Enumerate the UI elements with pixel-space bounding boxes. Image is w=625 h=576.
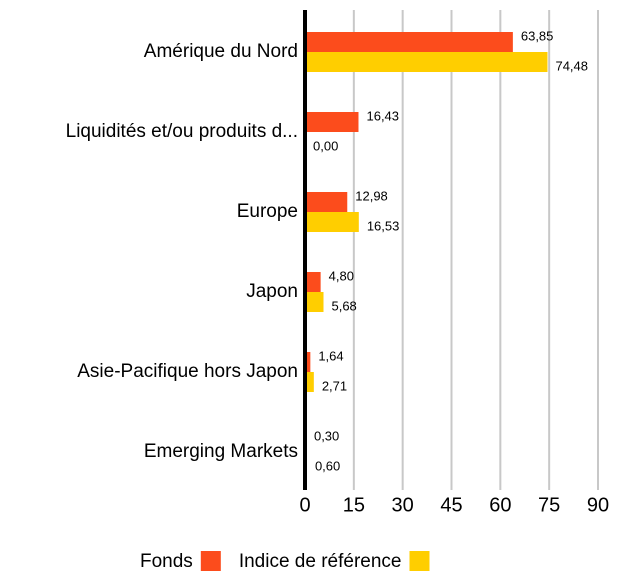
x-tick-label: 30: [392, 494, 414, 516]
value-label: 16,53: [367, 218, 400, 233]
value-label: 1,64: [318, 348, 343, 363]
value-label: 63,85: [521, 28, 554, 43]
x-tick-label: 45: [440, 494, 462, 516]
bar: [305, 32, 513, 52]
x-tick-label: 0: [299, 494, 310, 516]
category-label: Amérique du Nord: [144, 41, 298, 62]
value-label: 12,98: [355, 188, 388, 203]
bar: [305, 192, 348, 212]
bar: [305, 292, 324, 312]
bar: [305, 352, 311, 372]
value-label: 74,48: [555, 58, 588, 73]
value-label: 5,68: [331, 298, 356, 313]
value-label: 0,60: [315, 458, 340, 473]
category-label: Japon: [246, 281, 298, 302]
category-label: Liquidités et/ou produits d...: [66, 121, 298, 142]
value-label: 2,71: [322, 378, 347, 393]
category-label: Emerging Markets: [144, 441, 298, 462]
x-tick-label: 60: [489, 494, 511, 516]
value-label: 4,80: [329, 268, 354, 283]
x-tick-label: 75: [538, 494, 560, 516]
bar: [305, 272, 321, 292]
category-label: Europe: [237, 201, 298, 222]
x-tick-label: 15: [343, 494, 365, 516]
legend-label: Indice de référence: [239, 551, 402, 572]
value-label: 0,30: [314, 428, 339, 443]
value-label: 0,00: [313, 138, 338, 153]
bar: [305, 52, 548, 72]
legend-swatch: [200, 551, 221, 571]
bar: [305, 372, 314, 392]
category-label: Asie-Pacifique hors Japon: [77, 361, 298, 382]
value-label: 16,43: [366, 108, 399, 123]
bar: [305, 212, 359, 232]
bar: [305, 112, 359, 132]
legend-label: Fonds: [140, 551, 193, 572]
x-tick-label: 90: [587, 494, 609, 516]
legend-swatch: [409, 551, 430, 571]
